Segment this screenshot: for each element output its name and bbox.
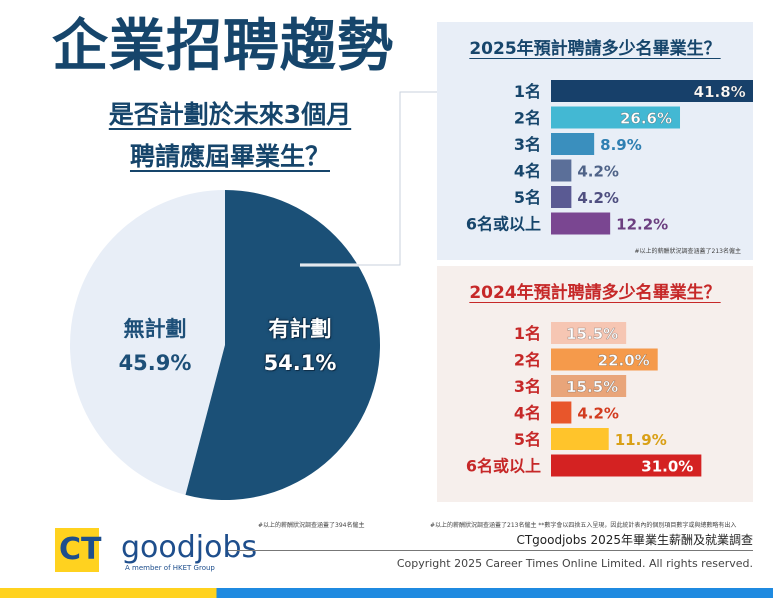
bar-2025-bar	[551, 106, 681, 129]
bar-2025-category-label: 5名	[514, 188, 541, 207]
bar-2025-bar	[551, 186, 572, 208]
panel-2025-note: #以上的薪酬狀況調查涵蓋了213名僱主	[634, 248, 741, 255]
bar-2024-value-label: 31.0%	[641, 458, 693, 476]
main-title: 企業招聘趨勢	[52, 14, 394, 79]
pie-label-no-plan: 無計劃 45.9%	[90, 312, 220, 380]
pie-slice-no-plan	[70, 189, 225, 495]
bar-2024-note: #以上的薪酬狀況調查涵蓋了213名僱主 **數字會以四捨五入呈現，因此統計表內的…	[430, 522, 737, 529]
bar-2025-bar	[551, 212, 611, 235]
bar-2025-value-label: 26.6%	[620, 110, 672, 128]
bar-2024-category-label: 6名或以上	[466, 457, 541, 476]
bar-2024-value-label: 4.2%	[577, 405, 619, 423]
panel-2024: 2024年預計聘請多少名畢業生？ 1名 15.5% 2名 22.0% 3名 15.5% 4名…	[437, 266, 753, 502]
bar-2025-category-label: 3名	[514, 135, 541, 154]
bar-2025-value-label: 4.2%	[577, 189, 619, 207]
bar-2025-category-label: 1名	[514, 82, 541, 101]
bar-2025-bar	[551, 133, 595, 155]
pie-slice-planned	[185, 190, 380, 500]
bar-2024-value-label: 15.5%	[566, 325, 618, 343]
footer-divider	[228, 550, 753, 551]
bar-2025-value-label: 12.2%	[616, 216, 668, 234]
ctgoodjobs-logo: CT goodjobs A member of HKET Group	[55, 528, 257, 572]
pie-note: #以上的薪酬狀況調查涵蓋了394名僱主	[258, 522, 365, 529]
bar-chart-2024: 1名 15.5% 2名 22.0% 3名 15.5% 4名 4.2% 5名 11.9% 6名或以上 3…	[466, 322, 702, 477]
bar-2025-bar	[551, 80, 753, 102]
bar-2024-value-label: 22.0%	[598, 352, 650, 370]
panel-2024-title: 2024年預計聘請多少名畢業生？	[469, 283, 721, 303]
bar-2025-category-label: 2名	[514, 109, 541, 128]
footer-copyright: Copyright 2025 Career Times Online Limit…	[396, 557, 753, 570]
pie-label-planned: 有計劃 54.1%	[235, 312, 365, 380]
pie-chart	[70, 189, 380, 500]
panel-2025-title: 2025年預計聘請多少名畢業生？	[469, 39, 721, 59]
bar-chart-2025: 1名 41.8% 2名 26.6% 3名 8.9% 4名 4.2% 5名 4.2% 6名或以上 12.…	[466, 80, 753, 235]
bar-2024-bar	[551, 348, 658, 371]
bar-2024-bar	[551, 428, 609, 450]
bar-2025-value-label: 41.8%	[694, 83, 746, 101]
panel-2025: 2025年預計聘請多少名畢業生？ 1名 41.8% 2名 26.6% 3名 8.9% 4名 4…	[437, 22, 753, 260]
bar-2025-category-label: 6名或以上	[466, 215, 541, 234]
pie-label-no-plan-value: 45.9%	[118, 351, 192, 375]
footer-survey-title: CTgoodjobs 2025年畢業生薪酬及就業調查	[516, 533, 753, 547]
pie-label-planned-value: 54.1%	[263, 351, 337, 375]
bar-2025-bar	[551, 159, 572, 182]
bar-2024-bar	[551, 375, 627, 397]
logo-member-text: A member of HKET Group	[125, 564, 215, 572]
logo-box: CT	[55, 528, 102, 572]
pie-label-no-plan-text: 無計劃	[123, 317, 187, 341]
bar-2024-bar	[551, 401, 572, 424]
pie-question: 是否計劃於未來3個月 聘請應屆畢業生？	[80, 94, 380, 178]
bottom-color-bar	[0, 588, 773, 598]
bar-2024-value-label: 11.9%	[615, 431, 667, 449]
pie-question-line-1: 是否計劃於未來3個月	[108, 100, 352, 129]
bar-2024-category-label: 3名	[514, 377, 541, 396]
bar-2024-category-label: 1名	[514, 324, 541, 343]
logo-goodjobs-text: goodjobs	[121, 530, 258, 565]
pie-question-line-2: 聘請應屆畢業生？	[129, 142, 330, 171]
pie-label-planned-text: 有計劃	[268, 317, 332, 341]
bar-2024-category-label: 5名	[514, 430, 541, 449]
bar-2025-value-label: 4.2%	[577, 163, 619, 181]
bar-2024-category-label: 2名	[514, 351, 541, 370]
bar-2025-category-label: 4名	[514, 162, 541, 181]
bar-2024-bar	[551, 322, 627, 344]
logo-ct-text: CT	[59, 532, 102, 567]
bar-2024-bar	[551, 454, 702, 477]
bar-2024-category-label: 4名	[514, 404, 541, 423]
bar-2024-value-label: 15.5%	[566, 378, 618, 396]
bar-2025-value-label: 8.9%	[600, 136, 642, 154]
